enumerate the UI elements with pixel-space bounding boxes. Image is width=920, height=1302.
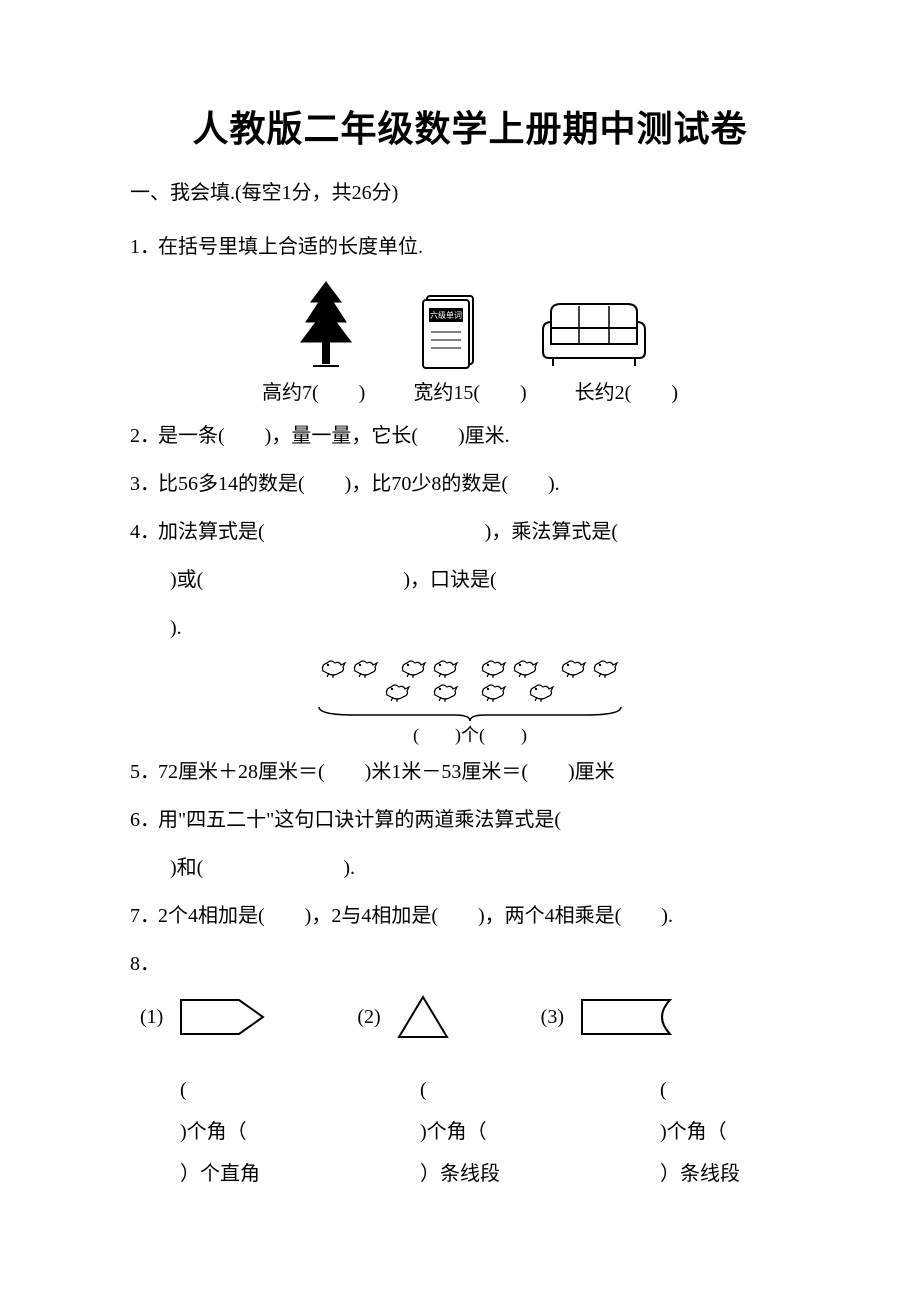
- question-8: 8．: [130, 943, 810, 985]
- q4-birds: ( )个( ): [130, 657, 810, 747]
- q5-text: 72厘米＋28厘米＝( )米1米－53厘米＝( )厘米: [158, 761, 615, 783]
- q1-cap-tree: 高约7( ): [262, 376, 365, 405]
- exam-page: 人教版二年级数学上册期中测试卷 一、我会填.(每空1分，共26分) 1．在括号里…: [0, 0, 920, 1302]
- q8-c3-l3: ）条线段: [660, 1153, 810, 1195]
- bird-group-4: [559, 657, 621, 679]
- bird-icon: [431, 657, 461, 679]
- q4-number: 4．: [130, 511, 158, 553]
- bird-icon: [479, 681, 509, 703]
- bird-icon: [527, 681, 557, 703]
- tree-icon: [291, 280, 361, 370]
- q4-line1: 加法算式是( )，乘法算式是(: [158, 521, 618, 543]
- q8-shape-2: (2): [357, 993, 450, 1041]
- book-icon: 六级单词: [421, 292, 479, 370]
- q8-c1-l1: (: [180, 1069, 330, 1111]
- q6-line1: 用"四五二十"这句口诀计算的两道乘法算式是(: [158, 809, 561, 831]
- section-1-heading: 一、我会填.(每空1分，共26分): [130, 174, 810, 212]
- q6-number: 6．: [130, 799, 158, 841]
- q8-c2-l1: (: [420, 1069, 570, 1111]
- bird-group-1: [319, 657, 381, 679]
- pentagon-icon: [177, 996, 267, 1038]
- bird-icon: [591, 657, 621, 679]
- q8-c3-l2: )个角（: [660, 1111, 810, 1153]
- q4-line3: ).: [130, 607, 810, 649]
- question-7: 7．2个4相加是( )，2与4相加是( )，两个4相乘是( ).: [130, 895, 810, 937]
- q2-text: 是一条( )，量一量，它长( )厘米.: [158, 425, 510, 447]
- bird-icon: [399, 657, 429, 679]
- q8-col2: ( )个角（ ）条线段: [420, 1069, 570, 1195]
- bird-group-3: [479, 657, 541, 679]
- sofa-icon: [539, 300, 649, 370]
- svg-text:六级单词: 六级单词: [430, 310, 462, 320]
- bird-group-7: [479, 681, 509, 703]
- bird-icon: [319, 657, 349, 679]
- q8-c1-l3: ）个直角: [180, 1153, 330, 1195]
- bird-icon: [351, 657, 381, 679]
- q8-c2-l3: ）条线段: [420, 1153, 570, 1195]
- question-3: 3．比56多14的数是( )，比70少8的数是( ).: [130, 463, 810, 505]
- q4-brace-label: ( )个( ): [130, 721, 810, 747]
- rect-arc-icon: [578, 996, 674, 1038]
- q5-number: 5．: [130, 751, 158, 793]
- bird-icon: [479, 657, 509, 679]
- question-1: 1．在括号里填上合适的长度单位.: [130, 226, 810, 268]
- q3-text: 比56多14的数是( )，比70少8的数是( ).: [158, 473, 560, 495]
- question-5: 5．72厘米＋28厘米＝( )米1米－53厘米＝( )厘米: [130, 751, 810, 793]
- q1-images: 六级单词: [130, 280, 810, 370]
- page-title: 人教版二年级数学上册期中测试卷: [130, 100, 810, 152]
- q1-number: 1．: [130, 226, 158, 268]
- q8-shape3-label: (3): [541, 1006, 564, 1029]
- bird-group-6: [431, 681, 461, 703]
- q8-c2-l2: )个角（: [420, 1111, 570, 1153]
- q1-captions: 高约7( ) 宽约15( ) 长约2( ): [130, 376, 810, 405]
- question-6: 6．用"四五二十"这句口诀计算的两道乘法算式是(: [130, 799, 810, 841]
- q1-sofa: [539, 280, 649, 370]
- q8-shape2-label: (2): [357, 1006, 380, 1029]
- q8-number: 8．: [130, 943, 158, 985]
- q3-number: 3．: [130, 463, 158, 505]
- q8-answers: ( )个角（ ）个直角 ( )个角（ ）条线段 ( )个角（ ）条线段: [130, 1069, 810, 1195]
- bird-icon: [559, 657, 589, 679]
- q8-col3: ( )个角（ ）条线段: [660, 1069, 810, 1195]
- triangle-icon: [395, 993, 451, 1041]
- question-2: 2．是一条( )，量一量，它长( )厘米.: [130, 415, 810, 457]
- bird-group-8: [527, 681, 557, 703]
- q1-cap-sofa: 长约2( ): [575, 376, 678, 405]
- q8-shape-3: (3): [541, 993, 674, 1041]
- q8-col1: ( )个角（ ）个直角: [180, 1069, 330, 1195]
- q8-c3-l1: (: [660, 1069, 810, 1111]
- q8-shapes: (1) (2) (3): [130, 993, 810, 1041]
- bird-icon: [383, 681, 413, 703]
- q1-cap-book: 宽约15( ): [413, 376, 526, 405]
- question-4: 4．加法算式是( )，乘法算式是(: [130, 511, 810, 553]
- q1-tree: [291, 280, 361, 370]
- q8-shape1-label: (1): [140, 1006, 163, 1029]
- q4-line2: )或( )，口诀是(: [130, 559, 810, 601]
- q1-book: 六级单词: [421, 280, 479, 370]
- bird-icon: [511, 657, 541, 679]
- bird-group-2: [399, 657, 461, 679]
- q8-c1-l2: )个角（: [180, 1111, 330, 1153]
- q7-number: 7．: [130, 895, 158, 937]
- q6-line2: )和( ).: [130, 847, 810, 889]
- q2-number: 2．: [130, 415, 158, 457]
- bird-group-5: [383, 681, 413, 703]
- q7-text: 2个4相加是( )，2与4相加是( )，两个4相乘是( ).: [158, 905, 673, 927]
- bird-icon: [431, 681, 461, 703]
- q8-shape-1: (1): [140, 993, 267, 1041]
- q1-text: 在括号里填上合适的长度单位.: [158, 236, 423, 258]
